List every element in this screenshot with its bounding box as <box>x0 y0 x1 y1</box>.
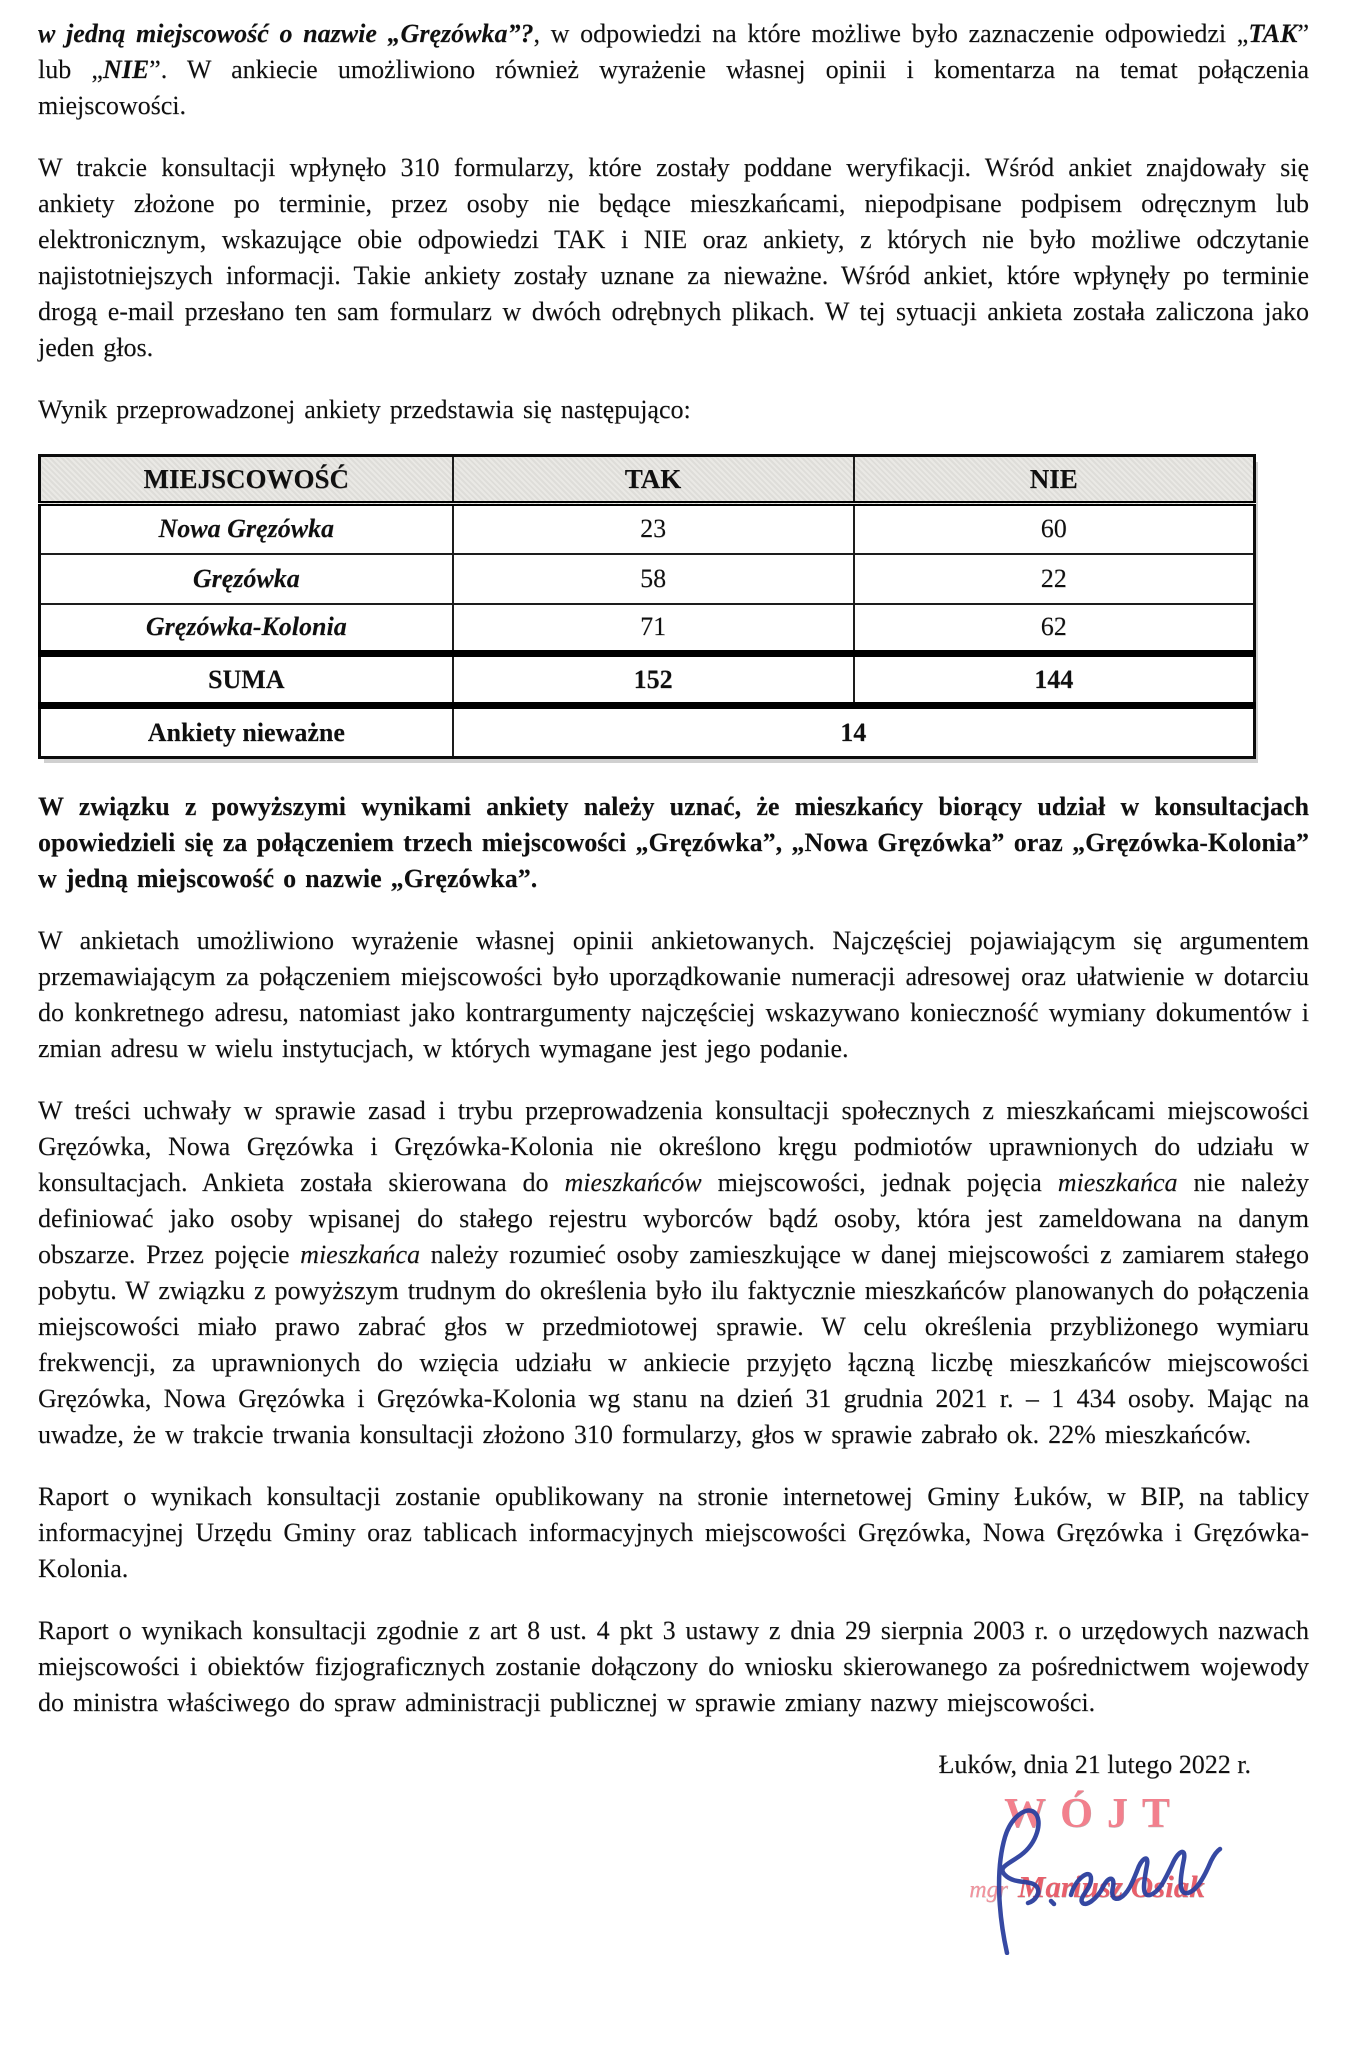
stamp-name-prefix: mgr <box>969 1877 1008 1903</box>
cell-suma-label: SUMA <box>38 650 454 709</box>
legal-italic-3: mieszkańca <box>300 1240 421 1269</box>
table-row-nowa-grezowka: Nowa Gręzówka 23 60 <box>38 502 1256 555</box>
paragraph-opinions: W ankietach umożliwiono wyrażenie własne… <box>38 926 1309 1063</box>
signature-block: WÓJT mgr Mariusz Osiak <box>917 1791 1257 1955</box>
intro-mid1: , w odpowiedzi na które możliwe było zaz… <box>533 19 1249 48</box>
cell-suma-tak: 152 <box>451 650 855 709</box>
legal-italic-1: mieszkańców <box>564 1168 702 1197</box>
cell-tak-value: 58 <box>451 552 855 605</box>
intro-lead-question: w jedną miejscowość o nazwie „Gręzówka”? <box>38 19 534 48</box>
stamp-name-text: Mariusz Osiak <box>1017 1869 1205 1904</box>
stamp-name-line: mgr Mariusz Osiak <box>917 1869 1257 1908</box>
legal-italic-2: mieszkańca <box>1057 1168 1178 1197</box>
header-nie: NIE <box>852 454 1256 506</box>
paragraph-legal-analysis: W treści uchwały w sprawie zasad i trybu… <box>38 1093 1309 1453</box>
intro-rest: ”. W ankiecie umożliwiono również wyraże… <box>38 55 1309 120</box>
cell-invalid-label: Ankiety nieważne <box>38 704 454 759</box>
intro-mid2: ” lub „ <box>38 19 1309 84</box>
cell-tak-value: 71 <box>451 602 855 655</box>
cell-nie-value: 62 <box>852 602 1256 655</box>
paragraph-verification: W trakcie konsultacji wpłynęło 310 formu… <box>38 153 1309 362</box>
table-row-grezowka: Gręzówka 58 22 <box>38 552 1256 605</box>
paragraph-results-intro: Wynik przeprowadzonej ankiety przedstawi… <box>38 395 691 424</box>
cell-tak-value: 23 <box>451 502 855 555</box>
header-tak: TAK <box>451 454 855 506</box>
legal-part2: miejscowości, jednak pojęcia <box>701 1168 1058 1197</box>
legal-part3: nie należy definiować jako osoby wpisane… <box>38 1168 1309 1269</box>
cell-village-name: Gręzówka <box>38 552 454 605</box>
intro-nie: NIE <box>102 55 150 84</box>
header-miejscowosc: MIEJSCOWOŚĆ <box>38 454 454 506</box>
cell-village-name: Nowa Gręzówka <box>38 502 454 555</box>
cell-invalid-value: 14 <box>451 704 1256 759</box>
cell-nie-value: 22 <box>852 552 1256 605</box>
cell-suma-nie: 144 <box>852 650 1256 709</box>
paragraph-report-attachment: Raport o wynikach konsultacji zgodnie z … <box>38 1616 1309 1717</box>
paragraph-report-publication: Raport o wynikach konsultacji zostanie o… <box>38 1482 1309 1583</box>
cell-village-name: Gręzówka-Kolonia <box>38 602 454 655</box>
date-line: Łuków, dnia 21 lutego 2022 r. <box>938 1750 1251 1779</box>
table-row-grezowka-kolonia: Gręzówka-Kolonia 71 62 <box>38 602 1256 655</box>
table-row-invalid-ballots: Ankiety nieważne 14 <box>38 704 1256 759</box>
paragraph-continuation-intro: w jedną miejscowość o nazwie „Gręzówka”?… <box>38 16 1309 124</box>
legal-part4: należy rozumieć osoby zamieszkujące w da… <box>38 1240 1309 1449</box>
paragraph-conclusion: W związku z powyższymi wynikami ankiety … <box>38 792 1309 893</box>
stamp-wojt-title: WÓJT <box>1004 1791 1184 1837</box>
legal-part1: W treści uchwały w sprawie zasad i trybu… <box>38 1096 1309 1197</box>
results-table: MIEJSCOWOŚĆ TAK NIE Nowa Gręzówka 23 60 … <box>38 454 1256 759</box>
cell-nie-value: 60 <box>852 502 1256 555</box>
table-header-row: MIEJSCOWOŚĆ TAK NIE <box>38 454 1256 506</box>
intro-tak: TAK <box>1248 19 1298 48</box>
table-row-suma: SUMA 152 144 <box>38 650 1256 709</box>
